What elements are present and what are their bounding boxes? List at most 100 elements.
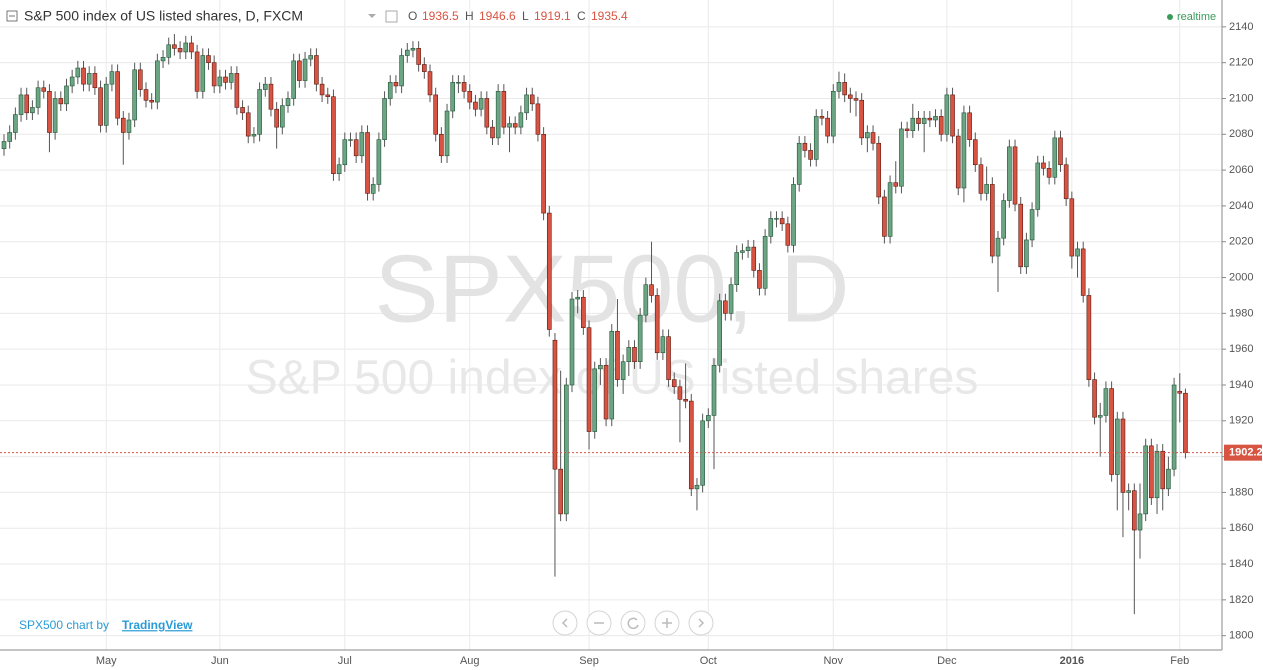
candle-body xyxy=(1075,248,1080,257)
candle-body xyxy=(35,87,41,108)
reset-button[interactable] xyxy=(620,610,646,636)
y-tick-label: 1860 xyxy=(1229,522,1253,534)
ohlc-label: O xyxy=(408,9,417,23)
candle-body xyxy=(365,132,370,194)
candle-body xyxy=(149,99,154,103)
nav-icons xyxy=(561,617,705,630)
candle-body xyxy=(933,116,938,121)
candle-body xyxy=(18,94,24,115)
candle-body xyxy=(115,71,120,119)
candle-body xyxy=(728,284,734,314)
candles xyxy=(0,34,1222,615)
candle-body xyxy=(666,336,671,380)
candle-body xyxy=(268,83,274,110)
candle-body xyxy=(393,82,399,87)
settings-icon[interactable] xyxy=(385,10,398,23)
scroll-left-button[interactable] xyxy=(552,610,578,636)
candle-body xyxy=(1063,164,1069,200)
candle-body xyxy=(387,82,393,99)
candle-body xyxy=(967,112,972,140)
candle-body xyxy=(876,142,882,198)
candle-body xyxy=(734,252,740,286)
collapse-icon[interactable] xyxy=(6,10,18,22)
candle-body xyxy=(484,98,490,128)
y-tick-label: 1920 xyxy=(1229,415,1253,427)
candle-body xyxy=(796,142,802,185)
candle-body xyxy=(274,108,279,128)
candle-body xyxy=(910,117,916,132)
candle-body xyxy=(416,48,421,65)
axes: 1800182018401860188019001920194019601980… xyxy=(96,21,1263,667)
candle-body xyxy=(671,379,677,388)
candle-body xyxy=(501,91,507,128)
y-tick-label: 2040 xyxy=(1229,200,1253,212)
candle-body xyxy=(581,296,586,328)
candle-body xyxy=(490,126,495,139)
candle-body xyxy=(529,94,535,105)
credit-link[interactable]: TradingView xyxy=(122,618,193,632)
candle-body xyxy=(172,44,177,49)
scroll-right-button[interactable] xyxy=(688,610,714,636)
x-tick-label: Jun xyxy=(211,655,229,667)
dropdown-icon[interactable] xyxy=(368,14,376,18)
candle-body xyxy=(1103,388,1109,416)
grid xyxy=(0,0,1222,650)
candle-body xyxy=(382,98,387,140)
candle-body xyxy=(893,182,899,187)
candle-body xyxy=(439,133,444,157)
left-arrow-icon xyxy=(561,618,568,628)
y-tick-label: 2140 xyxy=(1229,21,1253,33)
reset-icon xyxy=(627,617,639,630)
candle-body xyxy=(109,71,115,85)
candle-body xyxy=(427,71,433,96)
ohlc-label: C xyxy=(577,9,586,23)
candle-body xyxy=(166,44,172,58)
candle-body xyxy=(132,69,137,121)
y-tick-label: 2100 xyxy=(1229,92,1253,104)
ohlc-value: 1935.4 xyxy=(591,9,628,23)
candle-body xyxy=(586,327,592,432)
candle-body xyxy=(291,60,296,99)
x-tick-label: Sep xyxy=(579,655,599,667)
x-tick-label: Jul xyxy=(338,655,352,667)
candle-body xyxy=(609,330,615,420)
candle-body xyxy=(558,468,563,515)
x-tick-label: Dec xyxy=(937,655,957,667)
candle-body xyxy=(240,107,245,114)
candle-body xyxy=(1143,445,1148,515)
candle-body xyxy=(1126,490,1131,493)
candle-body xyxy=(92,73,98,89)
candle-body xyxy=(1109,388,1114,475)
candle-body xyxy=(921,117,927,124)
candle-body xyxy=(461,82,467,92)
candle-body xyxy=(47,91,52,133)
candle-body xyxy=(348,139,353,141)
candle-body xyxy=(984,184,989,194)
candle-body xyxy=(103,83,109,126)
candle-body xyxy=(1,141,7,149)
candle-body xyxy=(927,117,933,121)
candle-body xyxy=(1097,415,1103,418)
candle-body xyxy=(450,82,456,112)
y-tick-label: 2020 xyxy=(1229,236,1253,248)
candle-body xyxy=(81,67,86,85)
y-tick-label: 2060 xyxy=(1229,164,1253,176)
candle-body xyxy=(1171,384,1177,470)
candle-body xyxy=(541,133,546,214)
candle-body xyxy=(1018,203,1024,268)
candle-body xyxy=(688,400,694,490)
candle-body xyxy=(1160,450,1166,490)
candle-body xyxy=(155,60,160,103)
candle-body xyxy=(740,250,745,253)
candle-body xyxy=(64,85,69,105)
candle-body xyxy=(830,91,836,137)
candle-body xyxy=(160,57,166,62)
candle-body xyxy=(944,94,950,135)
candle-body xyxy=(569,298,575,386)
candle-body xyxy=(75,67,81,78)
candle-body xyxy=(98,87,103,126)
candle-body xyxy=(706,415,711,422)
candle-body xyxy=(302,58,308,81)
